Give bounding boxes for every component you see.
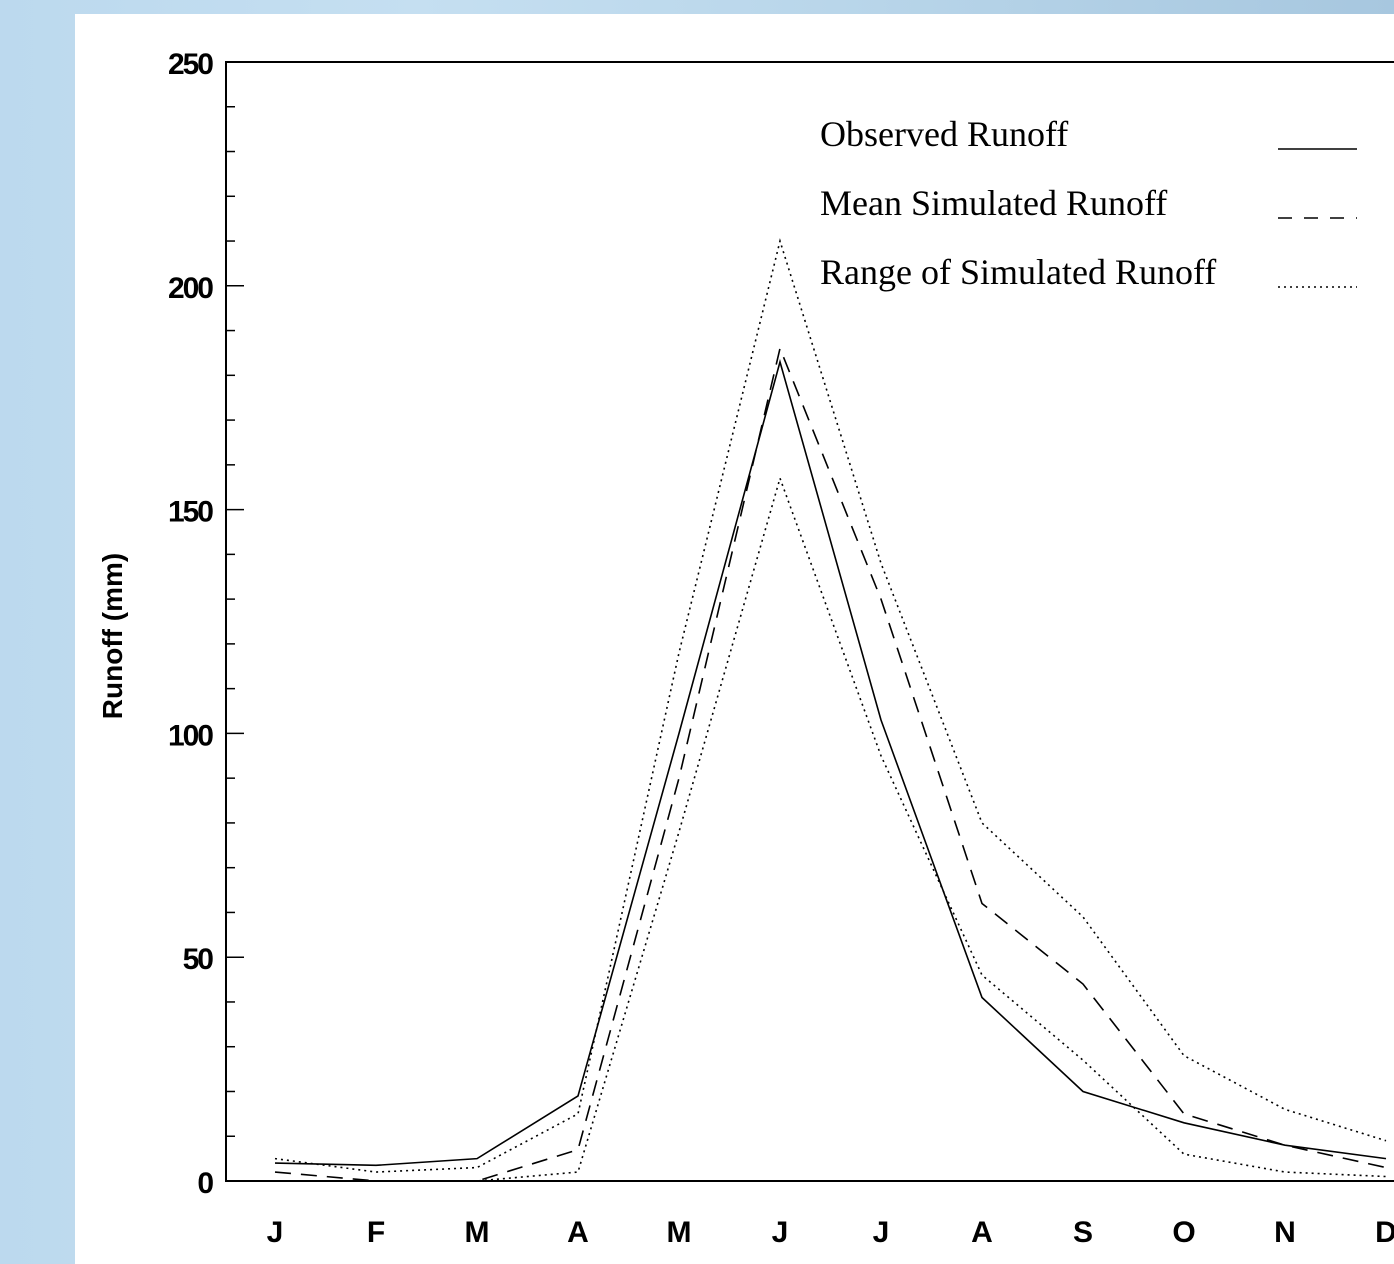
x-tick-label: J: [873, 1216, 890, 1249]
series-lines: [274, 238, 1387, 1182]
legend-label: Range of Simulated Runoff: [820, 252, 1216, 292]
plot-frame: [225, 61, 1394, 1182]
series-line: [274, 238, 1387, 1173]
series-line: [274, 345, 1387, 1182]
y-tick-label: 200: [168, 272, 213, 305]
legend-label: Observed Runoff: [820, 114, 1068, 154]
y-tick-label: 150: [168, 496, 213, 529]
series-line: [275, 475, 1387, 1182]
x-tick-label: D: [1375, 1216, 1394, 1249]
x-tick-label: M: [465, 1216, 490, 1249]
y-tick-label: 100: [168, 719, 213, 752]
y-tick-label: 0: [197, 1167, 213, 1200]
x-tick-label: J: [772, 1216, 789, 1249]
x-tick-label: S: [1073, 1216, 1093, 1249]
y-axis-title: Runoff (mm): [97, 553, 128, 719]
legend-label: Mean Simulated Runoff: [820, 183, 1167, 223]
x-tick-label: A: [971, 1216, 993, 1249]
runoff-chart: 0 50 100 150 200 250 J F M A M J J A S O N D Observed Run…: [97, 48, 1394, 1249]
x-tick-label: M: [667, 1216, 692, 1249]
x-tick-label: N: [1274, 1216, 1296, 1249]
x-tick-label: O: [1172, 1216, 1195, 1249]
legend: Observed Runoff Mean Simulated Runoff Rang…: [820, 114, 1357, 292]
x-tick-label: J: [267, 1216, 284, 1249]
x-tick-label: F: [367, 1216, 385, 1249]
chart-panel: 0 50 100 150 200 250 J F M A M J J A S O N D Observed Run…: [75, 14, 1394, 1264]
axes: 0 50 100 150 200 250 J F M A M J J A S O N D: [168, 48, 1394, 1249]
series-line: [274, 358, 1387, 1167]
x-tick-label: A: [567, 1216, 589, 1249]
y-tick-label: 250: [168, 48, 213, 81]
y-tick-label: 50: [183, 943, 214, 976]
